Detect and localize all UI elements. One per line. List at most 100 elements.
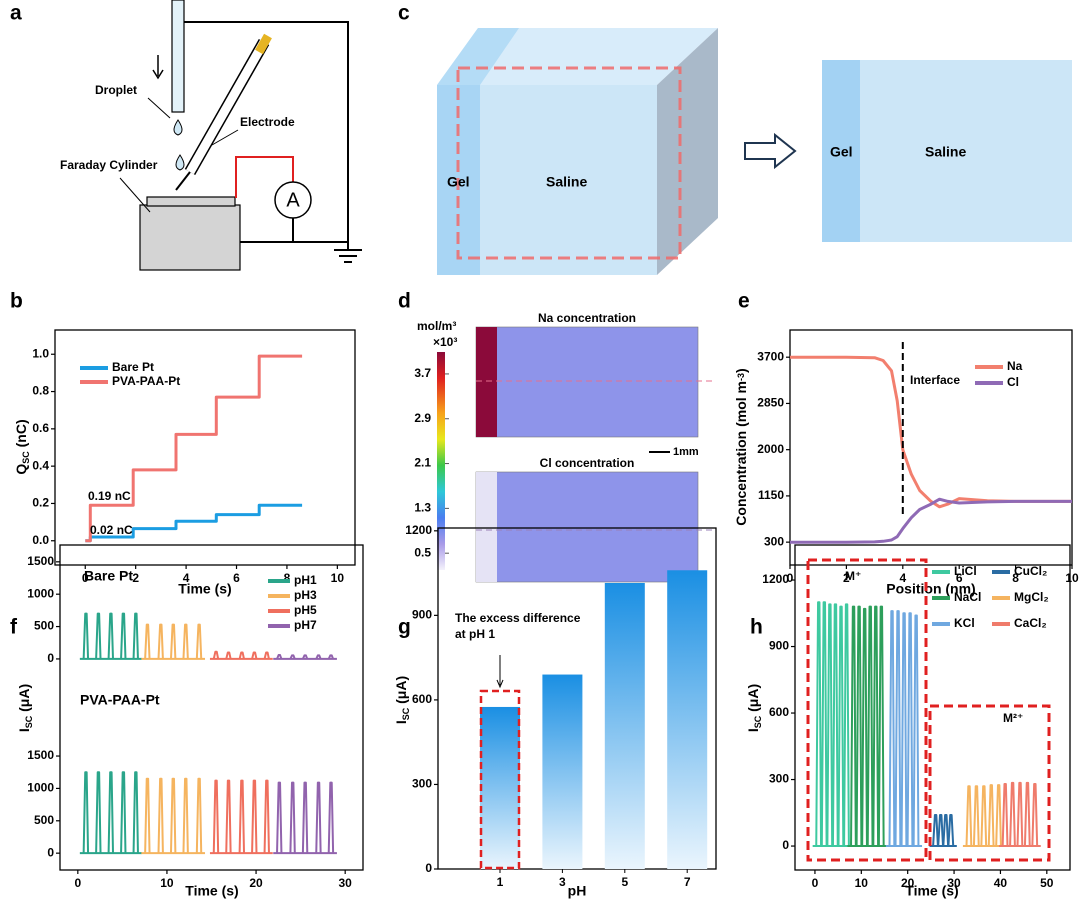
pulse: [182, 777, 189, 854]
legend-label: pH1: [294, 573, 317, 587]
y-tick-label: 600: [412, 692, 432, 706]
legend-label: Na: [1007, 359, 1023, 373]
x-tick-label: 10: [855, 876, 869, 890]
x-tick-label: 0: [787, 571, 794, 585]
x-tick-label: 30: [947, 876, 961, 890]
ammeter: [274, 181, 312, 219]
colorbar-tick-label: 1.3: [414, 501, 431, 515]
slice: [822, 60, 1072, 242]
pulse: [132, 612, 139, 659]
legend-label: Cl: [1007, 375, 1019, 389]
pulse: [82, 771, 90, 854]
map-title: Na concentration: [538, 311, 636, 325]
droplet: [175, 154, 185, 171]
pulse: [843, 603, 850, 847]
pulse: [820, 601, 828, 847]
legend-label: LiCl: [954, 564, 977, 578]
pulse: [837, 605, 845, 847]
y-tick-label: 600: [769, 705, 789, 719]
y-tick-label: 300: [412, 777, 432, 791]
electrode-cap: [255, 33, 272, 55]
x-tick-label: 6: [956, 571, 963, 585]
colorbar: [437, 352, 445, 570]
cl-gel: [476, 472, 497, 582]
label: Electrode: [240, 115, 295, 129]
x-tick-label: 2: [843, 571, 850, 585]
arrow-head: [496, 679, 504, 689]
y-tick-label: 1200: [762, 572, 789, 586]
axis-label-part: (μA): [393, 676, 409, 708]
pulse: [169, 623, 177, 659]
x-axis-label: Time (s): [178, 581, 231, 597]
leader: [147, 97, 171, 119]
pulse: [995, 784, 1002, 847]
pulse: [1016, 781, 1024, 847]
electrode-tip: [175, 171, 191, 191]
pulse: [942, 814, 950, 847]
y-axis-label: ISC (μA): [745, 684, 764, 732]
panel-a: a A Droplet Electrode Faraday Cylinder: [10, 0, 362, 271]
x-tick-label: 7: [684, 875, 691, 889]
axis-label-part: SC: [753, 715, 763, 728]
pulse: [866, 605, 874, 847]
x-tick-label: 10: [1065, 571, 1079, 585]
legend-label: PVA-PAA-Pt: [112, 374, 180, 388]
pulse: [987, 784, 995, 847]
y-tick-label: 1.0: [32, 346, 49, 360]
annotation: at pH 1: [455, 627, 495, 641]
pulse: [1009, 781, 1016, 847]
y-tick-label: 1500: [27, 554, 54, 568]
wire: [235, 156, 294, 198]
series-line: [790, 497, 1072, 544]
na-gel: [476, 327, 497, 437]
x-tick-label: 0: [82, 571, 89, 585]
map-title: Cl concentration: [540, 456, 635, 470]
electrode: [186, 39, 268, 175]
pulse: [82, 612, 90, 659]
label: Saline: [546, 174, 587, 190]
legend-label: CuCl₂: [1014, 564, 1047, 578]
na-map: [475, 326, 699, 438]
plot-frame: [54, 329, 356, 566]
axis-label-part: (μA): [745, 684, 761, 716]
pulse: [95, 771, 102, 854]
panel-letter: e: [738, 290, 750, 313]
pulse: [315, 654, 322, 660]
cube-side: [657, 28, 718, 275]
legend-label: CaCl₂: [1014, 616, 1047, 630]
x-axis-label: pH: [568, 883, 587, 899]
axis-label-part: (nC): [13, 419, 29, 451]
pulse: [157, 777, 164, 854]
x-tick-label: 4: [183, 571, 190, 585]
panel-letter: f: [10, 616, 18, 639]
x-tick-label: 0: [74, 876, 81, 890]
cl-map: [475, 471, 699, 583]
axis-label-part: SC: [21, 451, 31, 464]
axis-label-part: SC: [401, 707, 411, 720]
axis-label-part: (μA): [16, 684, 32, 716]
y-tick-label: 2000: [757, 442, 784, 456]
x-tick-label: 8: [284, 571, 291, 585]
bar: [542, 674, 583, 869]
y-tick-label: 900: [412, 608, 432, 622]
arrow: [744, 132, 797, 170]
pulse: [289, 781, 296, 854]
pulse: [912, 614, 920, 847]
legend-label: NaCl: [954, 590, 981, 604]
pulse: [95, 612, 102, 659]
x-tick-label: 0: [812, 876, 819, 890]
panel-letter: g: [398, 616, 411, 639]
leader: [119, 177, 151, 213]
pulse: [327, 781, 335, 854]
y-tick-label: 500: [34, 813, 54, 827]
x-axis-label: Time (s): [905, 883, 958, 899]
pulse: [120, 771, 127, 854]
y-tick-label: 1000: [27, 781, 54, 795]
pulse: [144, 623, 151, 659]
pulse: [855, 605, 863, 847]
colorbar-scale: ×10³: [433, 335, 457, 349]
plot-frame: [789, 329, 1073, 566]
y-tick-label: 500: [34, 619, 54, 633]
axis-label-part: Concentration (mol m: [733, 381, 749, 526]
pulse: [877, 605, 885, 847]
